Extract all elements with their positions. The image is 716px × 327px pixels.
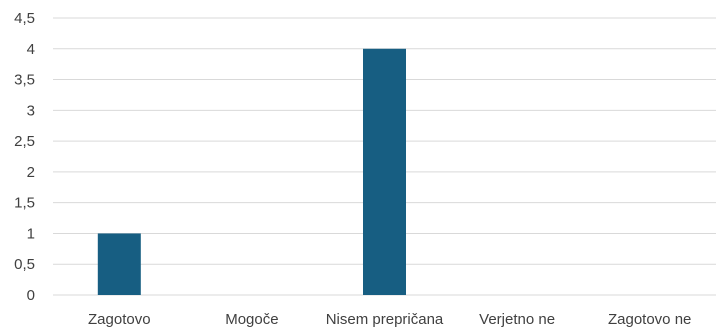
y-tick-label: 0,5: [14, 256, 35, 273]
y-tick-label: 1,5: [14, 195, 35, 212]
bar-0: [97, 233, 141, 295]
x-axis-category-labels: Zagotovo Mogoče Nisem prepričana Verjetno n…: [88, 311, 691, 327]
y-tick-label: 4,5: [14, 10, 35, 27]
bar-2: [363, 48, 406, 296]
bars: [97, 48, 406, 296]
y-tick-label: 4: [27, 41, 35, 58]
x-category-label: Zagotovo: [88, 311, 151, 327]
y-axis-tick-labels: 0 0,5 1 1,5 2 2,5 3 3,5 4 4,5: [14, 10, 35, 304]
x-category-label: Zagotovo ne: [608, 311, 691, 327]
y-tick-label: 2: [27, 164, 35, 181]
x-category-label: Nisem prepričana: [326, 311, 444, 327]
y-tick-label: 1: [27, 225, 35, 242]
x-category-label: Mogoče: [225, 311, 278, 327]
y-tick-label: 3,5: [14, 72, 35, 89]
y-tick-label: 2,5: [14, 133, 35, 150]
y-tick-label: 3: [27, 102, 35, 119]
y-tick-label: 0: [27, 287, 35, 304]
x-category-label: Verjetno ne: [479, 311, 555, 327]
